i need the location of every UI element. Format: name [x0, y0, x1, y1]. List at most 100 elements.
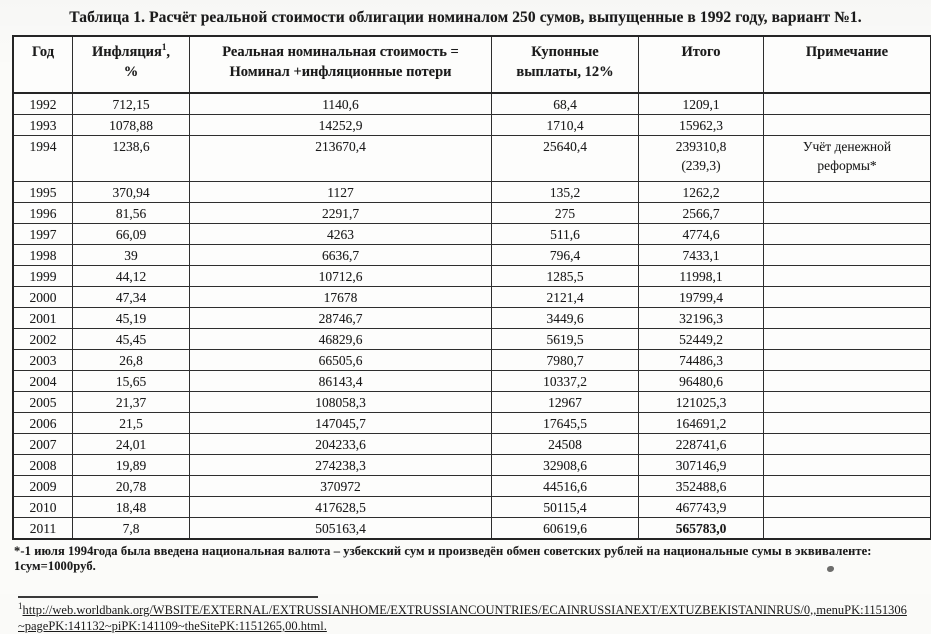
- year-cell: 2001: [13, 308, 73, 329]
- real-value-cell: 147045,7: [190, 413, 492, 434]
- total-sub-value: (239,3): [639, 156, 763, 175]
- coupon-cell: 511,6: [492, 224, 639, 245]
- note-cell: [764, 93, 931, 115]
- coupon-cell: 24508: [492, 434, 639, 455]
- total-cell: 11998,1: [639, 266, 764, 287]
- total-value: 467743,9: [676, 500, 727, 515]
- note-cell: Учёт денежной реформы*: [764, 136, 931, 182]
- total-value: 239310,8: [676, 139, 727, 154]
- header-note: Примечание: [764, 36, 931, 93]
- coupon-cell: 12967: [492, 392, 639, 413]
- coupon-cell: 2121,4: [492, 287, 639, 308]
- total-value: 352488,6: [676, 479, 727, 494]
- note-cell: [764, 413, 931, 434]
- total-cell: 1209,1: [639, 93, 764, 115]
- table-header: Год Инфляция1,% Реальная номинальная сто…: [13, 36, 931, 93]
- header-inflation-comma: ,: [166, 44, 170, 60]
- real-value-cell: 6636,7: [190, 245, 492, 266]
- year-cell: 1992: [13, 93, 73, 115]
- total-cell: 307146,9: [639, 455, 764, 476]
- year-cell: 1995: [13, 182, 73, 203]
- header-coupon-line2: выплаты, 12%: [516, 64, 613, 80]
- coupon-cell: 135,2: [492, 182, 639, 203]
- inflation-cell: 712,15: [73, 93, 190, 115]
- real-value-cell: 46829,6: [190, 329, 492, 350]
- real-value-cell: 204233,6: [190, 434, 492, 455]
- total-cell: 4774,6: [639, 224, 764, 245]
- note-cell: [764, 182, 931, 203]
- real-value-cell: 1127: [190, 182, 492, 203]
- real-value-cell: 66505,6: [190, 350, 492, 371]
- year-cell: 1999: [13, 266, 73, 287]
- year-cell: 2004: [13, 371, 73, 392]
- total-value: 1262,2: [682, 185, 719, 200]
- coupon-cell: 1285,5: [492, 266, 639, 287]
- note-cell: [764, 329, 931, 350]
- coupon-cell: 44516,6: [492, 476, 639, 497]
- header-real-value-line1: Реальная номинальная стоимость =: [222, 44, 459, 60]
- inflation-cell: 7,8: [73, 518, 190, 540]
- total-value: 307146,9: [676, 458, 727, 473]
- note-cell: [764, 224, 931, 245]
- header-inflation-label: Инфляция: [92, 44, 162, 60]
- real-value-cell: 1140,6: [190, 93, 492, 115]
- year-cell: 1994: [13, 136, 73, 182]
- note-cell: [764, 518, 931, 540]
- real-value-cell: 2291,7: [190, 203, 492, 224]
- total-value: 32196,3: [679, 311, 723, 326]
- real-value-cell: 417628,5: [190, 497, 492, 518]
- note-cell: [764, 203, 931, 224]
- inflation-cell: 39: [73, 245, 190, 266]
- note-cell: [764, 245, 931, 266]
- total-value: 1209,1: [682, 97, 719, 112]
- coupon-cell: 5619,5: [492, 329, 639, 350]
- bond-value-table: Год Инфляция1,% Реальная номинальная сто…: [12, 35, 931, 540]
- coupon-cell: 275: [492, 203, 639, 224]
- year-cell: 2011: [13, 518, 73, 540]
- year-cell: 2005: [13, 392, 73, 413]
- inflation-cell: 18,48: [73, 497, 190, 518]
- year-cell: 2006: [13, 413, 73, 434]
- real-value-cell: 14252,9: [190, 115, 492, 136]
- source-footnote: 1http://web.worldbank.org/WBSITE/EXTERNA…: [18, 602, 910, 634]
- year-cell: 2002: [13, 329, 73, 350]
- total-cell: 32196,3: [639, 308, 764, 329]
- real-value-cell: 370972: [190, 476, 492, 497]
- total-value: 11998,1: [679, 269, 722, 284]
- header-real-value: Реальная номинальная стоимость =Номинал …: [190, 36, 492, 93]
- coupon-cell: 796,4: [492, 245, 639, 266]
- total-cell: 565783,0: [639, 518, 764, 540]
- total-cell: 15962,3: [639, 115, 764, 136]
- total-cell: 2566,7: [639, 203, 764, 224]
- year-cell: 2007: [13, 434, 73, 455]
- real-value-cell: 28746,7: [190, 308, 492, 329]
- table-title: Таблица 1. Расчёт реальной стоимости обл…: [0, 0, 931, 27]
- total-cell: 121025,3: [639, 392, 764, 413]
- coupon-cell: 17645,5: [492, 413, 639, 434]
- note-cell: [764, 371, 931, 392]
- header-coupon-line1: Купонные: [531, 44, 598, 60]
- total-cell: 164691,2: [639, 413, 764, 434]
- inflation-cell: 1078,88: [73, 115, 190, 136]
- source-url: http://web.worldbank.org/WBSITE/EXTERNAL…: [18, 603, 907, 633]
- inflation-cell: 1238,6: [73, 136, 190, 182]
- total-value: 96480,6: [679, 374, 723, 389]
- inflation-cell: 26,8: [73, 350, 190, 371]
- year-cell: 2009: [13, 476, 73, 497]
- scanned-document-page: Таблица 1. Расчёт реальной стоимости обл…: [0, 0, 931, 594]
- real-value-cell: 108058,3: [190, 392, 492, 413]
- note-cell: [764, 115, 931, 136]
- year-cell: 2010: [13, 497, 73, 518]
- header-inflation-unit: %: [124, 64, 139, 80]
